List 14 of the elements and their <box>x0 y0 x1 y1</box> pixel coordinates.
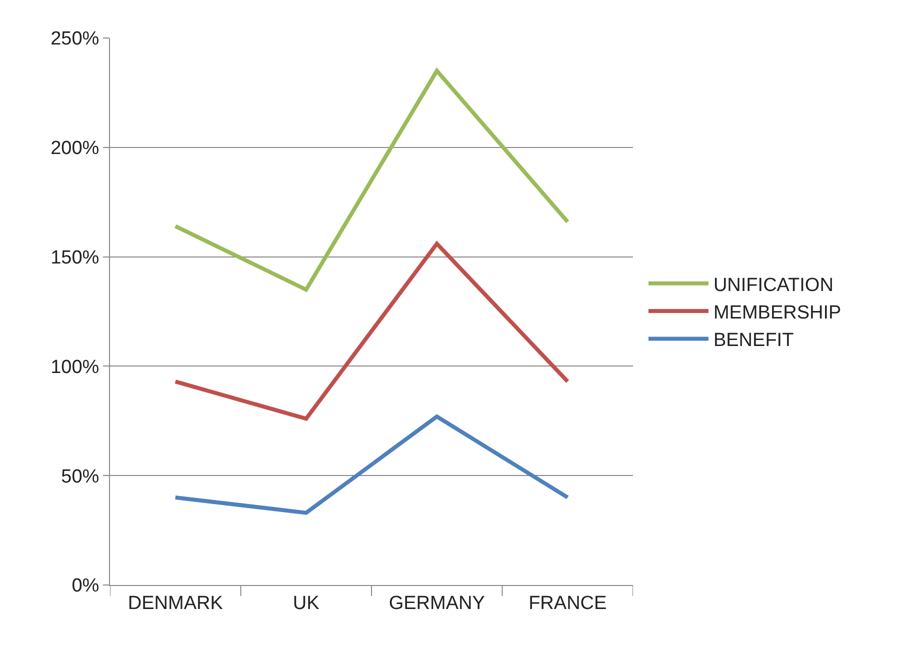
y-tick-label: 50% <box>61 466 100 488</box>
y-tick-label: 200% <box>50 138 100 160</box>
y-tick-label: 100% <box>50 356 100 378</box>
x-tick-label: UK <box>292 592 320 614</box>
legend-label: MEMBERSHIP <box>713 302 842 324</box>
y-tick-label: 150% <box>50 247 100 268</box>
legend-label: BENEFIT <box>713 330 794 352</box>
x-tick-label: FRANCE <box>528 592 607 614</box>
y-tick-label: 250% <box>50 28 100 50</box>
y-tick-label: 0% <box>72 576 100 597</box>
x-tick-label: GERMANY <box>388 592 486 614</box>
legend-label: UNIFICATION <box>713 274 834 296</box>
line-series <box>173 68 570 292</box>
x-tick-label: DENMARK <box>128 592 224 614</box>
